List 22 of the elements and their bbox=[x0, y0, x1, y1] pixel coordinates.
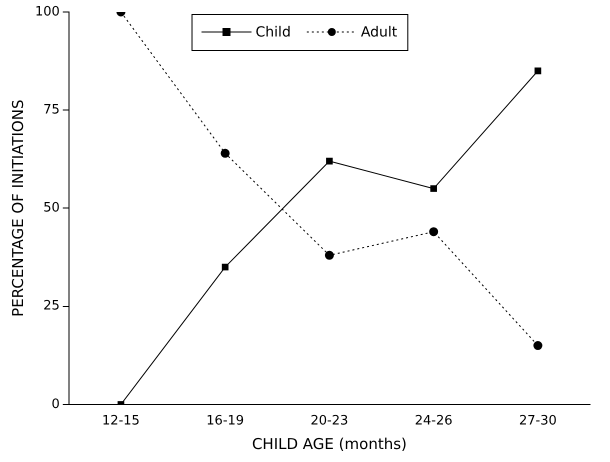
x-tick-label: 12-15 bbox=[102, 414, 140, 429]
y-tick-label: 25 bbox=[43, 298, 60, 314]
y-tick-label: 50 bbox=[43, 200, 60, 216]
y-tick-label: 100 bbox=[34, 4, 60, 20]
point bbox=[220, 148, 230, 158]
point bbox=[429, 227, 438, 236]
x-tick-label: 27-30 bbox=[518, 414, 557, 429]
x-axis-title: CHILD AGE (months) bbox=[252, 434, 407, 453]
point bbox=[430, 185, 437, 192]
legend-label: Adult bbox=[360, 24, 398, 41]
x-tick-label: 16-19 bbox=[206, 414, 244, 429]
point bbox=[222, 264, 228, 270]
point bbox=[534, 68, 542, 74]
point bbox=[324, 250, 334, 260]
y-axis-title: PERCENTAGE OF INITIATIONS bbox=[8, 100, 27, 317]
point bbox=[533, 341, 542, 350]
y-tick-label: 75 bbox=[43, 102, 60, 118]
y-tick-label: 0 bbox=[52, 396, 60, 412]
legend-label: Child bbox=[256, 24, 291, 41]
point bbox=[326, 158, 333, 164]
x-tick-label: 24-26 bbox=[414, 414, 453, 429]
x-tick-label: 20-23 bbox=[310, 414, 348, 429]
